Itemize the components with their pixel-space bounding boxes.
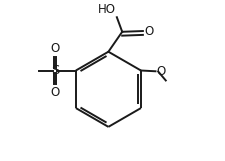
Text: O: O	[144, 24, 153, 38]
Text: HO: HO	[98, 3, 116, 16]
Text: S: S	[51, 64, 59, 77]
Text: O: O	[50, 42, 60, 55]
Text: O: O	[50, 86, 60, 99]
Text: O: O	[156, 65, 165, 78]
